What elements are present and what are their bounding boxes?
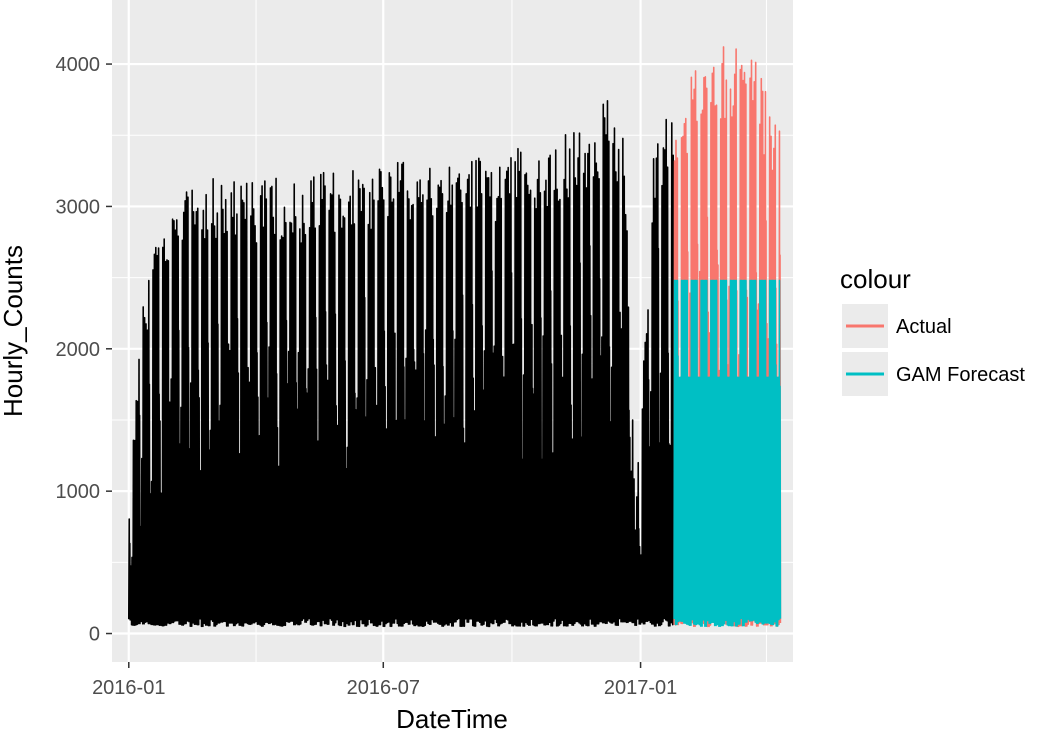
y-axis-title: Hourly_Counts bbox=[0, 245, 28, 417]
legend-label-gam-forecast: GAM Forecast bbox=[896, 364, 1025, 386]
y-tick-label: 3000 bbox=[56, 196, 101, 218]
y-tick-label: 4000 bbox=[56, 54, 101, 76]
legend: colour Actual GAM Forecast bbox=[840, 264, 1025, 396]
series-layer bbox=[127, 46, 782, 628]
legend-label-actual: Actual bbox=[896, 316, 952, 338]
x-tick-label: 2017-01 bbox=[604, 677, 677, 699]
x-tick-label: 2016-01 bbox=[92, 677, 165, 699]
legend-title: colour bbox=[840, 264, 911, 294]
x-axis: 2016-01 2016-07 2017-01 bbox=[92, 662, 677, 699]
y-tick-label: 2000 bbox=[56, 339, 101, 361]
y-tick-label: 0 bbox=[89, 624, 100, 646]
y-axis: 0 1000 2000 3000 4000 bbox=[56, 54, 112, 646]
series-gam-forecast bbox=[673, 279, 782, 628]
x-axis-title: DateTime bbox=[396, 704, 508, 734]
series-history bbox=[127, 99, 675, 628]
y-tick-label: 1000 bbox=[56, 481, 101, 503]
x-tick-label: 2016-07 bbox=[347, 677, 420, 699]
